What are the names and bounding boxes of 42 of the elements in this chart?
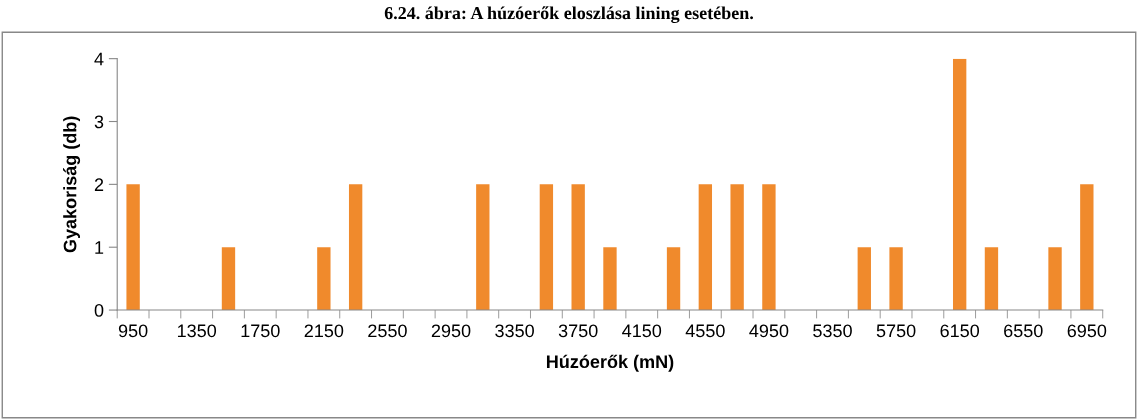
bar — [730, 184, 744, 311]
bar — [984, 247, 999, 311]
bar — [571, 184, 585, 311]
x-tick-label: 1350 — [177, 324, 217, 338]
y-tick-label: 3 — [94, 115, 104, 129]
x-tick-label: 3350 — [495, 324, 534, 338]
x-tick-label: 4150 — [622, 324, 662, 338]
x-tick-label: 6150 — [940, 324, 980, 338]
x-tick-label: 1750 — [241, 324, 280, 338]
y-tick-label: 1 — [95, 241, 104, 254]
y-tick-label: 4 — [94, 52, 104, 66]
bar — [317, 247, 331, 311]
bar — [1048, 247, 1062, 311]
bar — [952, 58, 967, 311]
x-tick-label: 2550 — [368, 324, 407, 338]
x-tick-label: 6950 — [1067, 324, 1107, 338]
x-tick-label: 2150 — [304, 324, 344, 338]
bar — [762, 184, 776, 311]
x-tick-label: 6550 — [1004, 324, 1043, 338]
x-tick-label: 4550 — [685, 324, 725, 338]
bar — [348, 184, 363, 311]
x-tick-label: 2950 — [431, 324, 471, 338]
bar — [857, 247, 871, 311]
y-axis-title: Gyakoriság (db) — [63, 116, 81, 253]
bar — [476, 184, 490, 311]
x-tick-label: 950 — [118, 324, 148, 338]
x-tick-label: 5750 — [876, 324, 916, 338]
bar — [126, 184, 140, 311]
x-axis-title: Húzóerők (mN) — [546, 354, 674, 372]
bar — [889, 247, 903, 311]
bar — [603, 247, 617, 311]
bar — [1080, 184, 1094, 311]
chart-title: 6.24. ábra: A húzóerők eloszlása lining esetében. — [384, 6, 754, 23]
bar — [221, 247, 236, 311]
x-tick-label: 5350 — [813, 324, 852, 338]
x-tick-label: 3750 — [558, 324, 598, 338]
bar — [666, 247, 681, 311]
bar — [698, 184, 713, 311]
x-tick-label: 4950 — [749, 324, 789, 338]
y-tick-label: 2 — [94, 178, 104, 191]
bar — [539, 184, 554, 311]
y-tick-label: 0 — [94, 303, 104, 317]
